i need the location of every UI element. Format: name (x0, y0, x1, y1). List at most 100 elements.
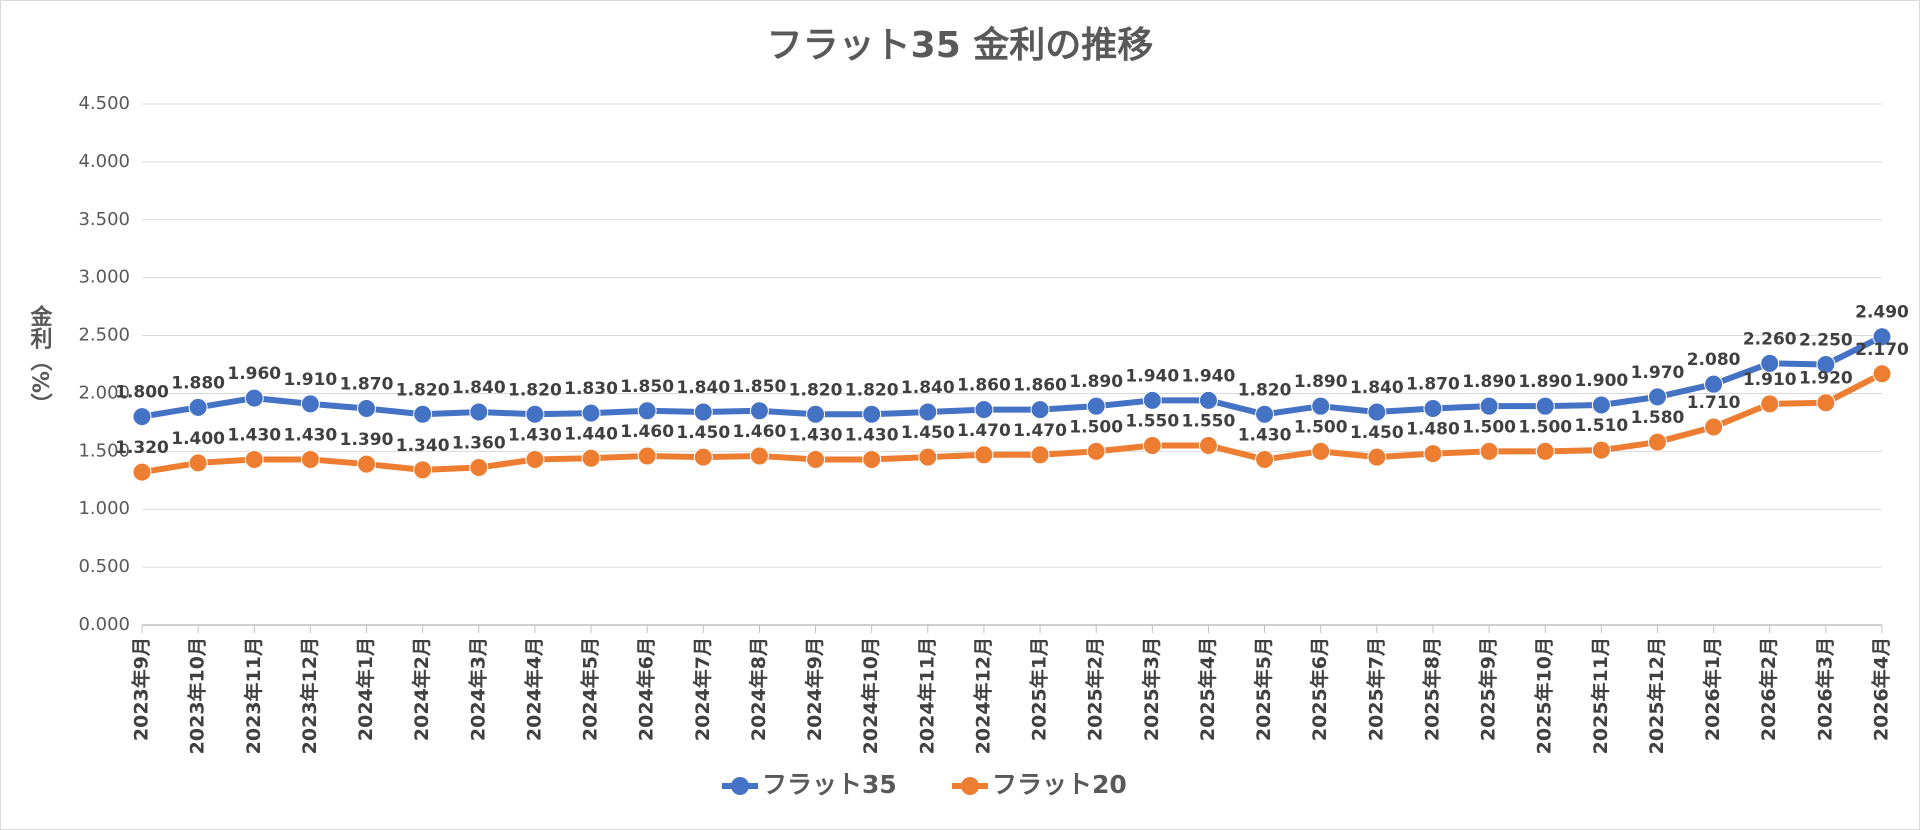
x-tick-label: 2023年10月 (186, 637, 209, 754)
data-point (1816, 355, 1836, 374)
x-tick-label: 2025年2月 (1084, 637, 1107, 741)
data-point (1816, 393, 1836, 413)
data-label: 1.840 (452, 378, 506, 398)
data-point (413, 460, 433, 480)
data-point (1704, 374, 1724, 394)
data-label: 1.500 (1518, 417, 1572, 437)
data-label: 1.580 (1631, 408, 1685, 428)
data-label: 1.500 (1462, 417, 1516, 437)
data-point (300, 449, 320, 469)
data-point (1760, 394, 1780, 414)
data-label: 1.460 (620, 422, 674, 442)
y-tick-label: 2.500 (78, 325, 130, 346)
data-point (132, 407, 152, 427)
data-point (413, 404, 433, 424)
x-tick-label: 2023年9月 (130, 637, 153, 741)
x-tick-label: 2023年11月 (242, 637, 265, 754)
x-tick-label: 2025年6月 (1308, 637, 1331, 741)
data-point (1760, 353, 1780, 373)
data-label: 1.890 (1294, 372, 1348, 392)
data-label: 2.490 (1855, 303, 1909, 323)
data-point (1311, 396, 1331, 416)
data-point (525, 449, 545, 469)
y-tick-label: 1.500 (78, 440, 130, 461)
y-tick-label: 1.000 (78, 498, 130, 519)
data-label: 1.830 (564, 379, 618, 399)
data-point (806, 404, 826, 424)
data-label: 1.320 (115, 438, 169, 458)
data-label: 1.430 (789, 425, 843, 445)
data-point (1647, 387, 1667, 407)
x-tick-label: 2024年10月 (859, 637, 882, 754)
data-label: 1.870 (1406, 374, 1460, 394)
x-tick-label: 2026年3月 (1813, 637, 1836, 741)
data-point (469, 458, 489, 478)
x-tick-label: 2025年11月 (1589, 637, 1612, 754)
data-point (1142, 436, 1162, 456)
data-label: 1.450 (676, 423, 730, 443)
data-point (1535, 441, 1555, 461)
data-label: 1.870 (340, 374, 394, 394)
data-point (974, 400, 994, 420)
data-point (188, 397, 208, 417)
data-label: 1.860 (1013, 376, 1067, 396)
data-point (1142, 390, 1162, 410)
data-label: 1.820 (845, 380, 899, 400)
data-point (1872, 327, 1892, 347)
data-point (132, 462, 152, 482)
y-tick-label: 3.500 (78, 209, 130, 230)
data-point (1367, 447, 1387, 467)
data-point (1198, 390, 1218, 410)
x-tick-label: 2025年5月 (1252, 637, 1275, 741)
data-label: 1.890 (1069, 372, 1123, 392)
data-point (862, 449, 882, 469)
legend-label: フラット20 (992, 770, 1127, 799)
data-label: 2.260 (1743, 329, 1797, 349)
data-point (525, 404, 545, 424)
data-point (693, 447, 713, 467)
data-label: 1.460 (733, 422, 787, 442)
y-tick-label: 0.000 (78, 614, 130, 635)
data-point (974, 445, 994, 465)
data-label: 2.250 (1799, 331, 1853, 351)
data-label: 1.430 (1238, 425, 1292, 445)
x-tick-label: 2024年1月 (354, 637, 377, 741)
x-tick-label: 2024年6月 (635, 637, 658, 741)
data-point (300, 394, 320, 414)
data-point (1479, 396, 1499, 416)
legend-marker (961, 777, 979, 795)
data-label: 1.550 (1125, 412, 1179, 432)
data-label: 1.840 (1350, 378, 1404, 398)
data-point (637, 401, 657, 421)
data-label: 1.910 (1743, 370, 1797, 390)
data-label: 1.890 (1462, 372, 1516, 392)
legend-label: フラット35 (762, 770, 897, 799)
data-label: 1.800 (115, 383, 169, 403)
x-tick-label: 2024年4月 (522, 637, 545, 741)
data-label: 1.940 (1125, 366, 1179, 386)
x-tick-label: 2025年4月 (1196, 637, 1219, 741)
x-tick-label: 2025年7月 (1364, 637, 1387, 741)
x-tick-label: 2024年7月 (691, 637, 714, 741)
data-point (469, 402, 489, 422)
data-point (244, 388, 264, 408)
data-point (862, 404, 882, 424)
data-label: 1.450 (1350, 423, 1404, 443)
x-tick-label: 2024年2月 (410, 637, 433, 741)
x-tick-label: 2026年4月 (1870, 637, 1893, 741)
data-point (581, 403, 601, 423)
x-tick-label: 2024年8月 (747, 637, 770, 741)
data-label: 1.960 (227, 364, 281, 384)
data-label: 1.480 (1406, 420, 1460, 440)
data-label: 1.440 (564, 424, 618, 444)
y-tick-label: 3.000 (78, 267, 130, 288)
data-point (749, 401, 769, 421)
data-label: 1.450 (901, 423, 955, 443)
data-label: 2.080 (1687, 350, 1741, 370)
data-label: 1.510 (1574, 416, 1628, 436)
data-point (806, 449, 826, 469)
x-tick-label: 2024年11月 (915, 637, 938, 754)
data-label: 1.500 (1294, 417, 1348, 437)
